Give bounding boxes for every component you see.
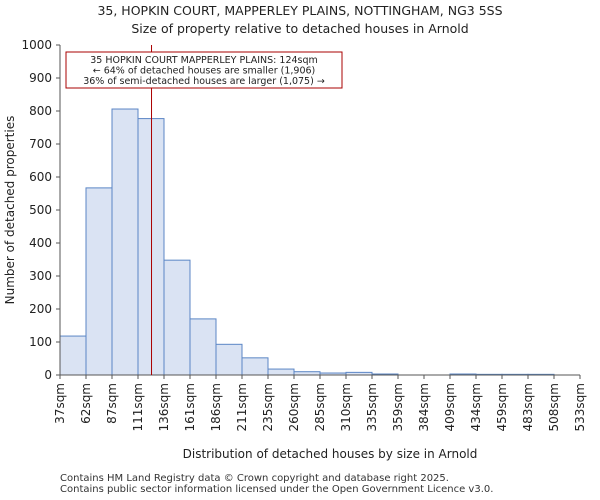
bar-136sqm (163, 259, 191, 376)
x-tick-label: 186sqm (209, 383, 223, 431)
x-tick-label: 37sqm (53, 383, 67, 424)
bar-211sqm (241, 357, 269, 376)
y-tick-label: 800 (29, 104, 52, 118)
x-tick-label: 136sqm (157, 383, 171, 431)
annotation-line-3: 36% of semi-detached houses are larger (… (83, 76, 325, 87)
x-tick-label: 285sqm (313, 383, 327, 431)
x-tick-label: 62sqm (79, 383, 93, 424)
y-tick-label: 600 (29, 170, 52, 184)
x-tick-label: 161sqm (183, 383, 197, 431)
y-tick-label: 300 (29, 269, 52, 283)
annotation-line-1: 35 HOPKIN COURT MAPPERLEY PLAINS: 124sqm (90, 55, 318, 66)
x-tick-label: 87sqm (105, 383, 119, 424)
x-tick-label: 310sqm (339, 383, 353, 431)
x-tick-label: 384sqm (417, 383, 431, 431)
y-tick-label: 400 (29, 236, 52, 250)
x-tick-label: 434sqm (469, 383, 483, 431)
y-tick-label: 700 (29, 137, 52, 151)
bar-161sqm (189, 318, 217, 376)
bar-111sqm (137, 118, 165, 376)
annotation-line-2: ← 64% of detached houses are smaller (1,… (93, 66, 316, 77)
x-axis-title: Distribution of detached houses by size … (183, 447, 478, 461)
y-tick-label: 500 (29, 203, 52, 217)
x-tick-label: 483sqm (521, 383, 535, 431)
y-axis-title: Number of detached properties (3, 116, 17, 305)
footer-licence: Contains public sector information licen… (60, 484, 494, 495)
bar-186sqm (215, 343, 243, 376)
chart-title: 35, HOPKIN COURT, MAPPERLEY PLAINS, NOTT… (97, 3, 503, 18)
x-tick-label: 409sqm (443, 383, 457, 431)
x-tick-label: 459sqm (495, 383, 509, 431)
x-tick-label: 533sqm (573, 383, 587, 431)
annotation-box (65, 51, 343, 89)
bar-37sqm (59, 335, 87, 376)
x-tick-label: 111sqm (131, 383, 145, 431)
x-tick-label: 211sqm (235, 383, 249, 431)
x-tick-label: 260sqm (287, 383, 301, 431)
chart-subtitle: Size of property relative to detached ho… (131, 21, 469, 36)
x-tick-label: 359sqm (391, 383, 405, 431)
y-tick-label: 900 (29, 71, 52, 85)
footer-copyright: Contains HM Land Registry data © Crown c… (60, 473, 449, 484)
x-tick-label: 335sqm (365, 383, 379, 431)
y-tick-label: 100 (29, 335, 52, 349)
y-tick-label: 200 (29, 302, 52, 316)
bar-235sqm (267, 368, 295, 376)
x-tick-label: 508sqm (547, 383, 561, 431)
x-tick-label: 235sqm (261, 383, 275, 431)
bar-62sqm (85, 187, 113, 376)
y-tick-label: 0 (44, 368, 52, 382)
y-tick-label: 1000 (21, 38, 52, 52)
bar-87sqm (111, 108, 139, 376)
